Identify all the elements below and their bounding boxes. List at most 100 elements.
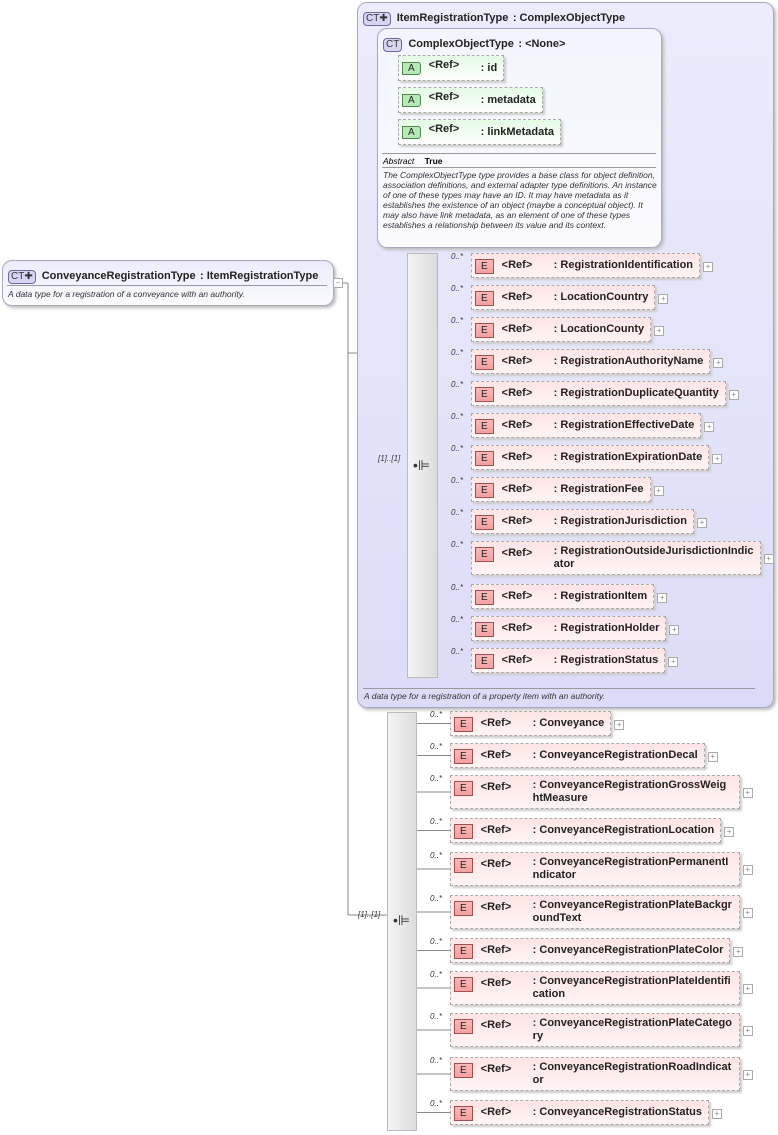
- element-item_elements-5[interactable]: E <Ref>: RegistrationEffectiveDate: [471, 413, 702, 438]
- item-sequence-compositor[interactable]: [407, 253, 438, 678]
- element-item_elements-10[interactable]: E <Ref>: RegistrationItem: [471, 584, 655, 609]
- element-item_elements-4[interactable]: E <Ref>: RegistrationDuplicateQuantity: [471, 381, 726, 406]
- sequence-cardinality: [1]..[1]: [378, 454, 401, 463]
- element-conveyance_elements-5[interactable]: E <Ref>: ConveyanceRegistrationPlateBackg…: [450, 895, 740, 929]
- element-ref: <Ref>: [480, 781, 512, 793]
- expand-icon[interactable]: +: [703, 261, 714, 272]
- expand-icon[interactable]: +: [742, 1026, 753, 1036]
- collapse-icon[interactable]: −: [333, 278, 343, 288]
- element-conveyance_elements-4[interactable]: E <Ref>: ConveyanceRegistrationPermanentI…: [450, 852, 740, 886]
- cardinality: 0..*: [430, 937, 443, 946]
- expand-icon[interactable]: +: [763, 554, 774, 564]
- complex-type-expanded-icon: CT✚: [363, 12, 391, 26]
- expand-icon[interactable]: +: [704, 421, 715, 432]
- element-icon: E: [454, 1106, 473, 1121]
- expand-icon[interactable]: +: [742, 1070, 753, 1080]
- attribute-ref: <Ref>: [428, 91, 460, 103]
- element-conveyance_elements-1[interactable]: E <Ref>: ConveyanceRegistrationDecal: [450, 743, 705, 768]
- element-ref: <Ref>: [501, 622, 533, 634]
- complex-type-expanded-icon: CT✚: [8, 270, 36, 284]
- element-icon: E: [475, 387, 494, 402]
- element-name: : ConveyanceRegistrationPlateCategory: [532, 1017, 732, 1042]
- element-ref: <Ref>: [501, 323, 533, 335]
- element-ref: <Ref>: [501, 590, 533, 602]
- element-conveyance_elements-2[interactable]: E <Ref>: ConveyanceRegistrationGrossWeigh…: [450, 775, 740, 809]
- element-ref: <Ref>: [480, 1063, 512, 1075]
- cardinality: 0..*: [430, 1012, 443, 1021]
- expand-icon[interactable]: +: [658, 293, 669, 304]
- expand-icon[interactable]: +: [712, 1108, 722, 1119]
- expand-icon[interactable]: +: [713, 357, 724, 368]
- element-item_elements-9[interactable]: E <Ref>: RegistrationOutsideJurisdictionI…: [471, 541, 761, 575]
- conveyance-registration-type-box[interactable]: CT✚ ConveyanceRegistrationType : ItemRegi…: [2, 260, 334, 306]
- element-item_elements-7[interactable]: E <Ref>: RegistrationFee: [471, 477, 651, 502]
- element-icon: E: [454, 781, 473, 796]
- type-description: A data type for a registration of a conv…: [8, 289, 245, 299]
- element-item_elements-1[interactable]: E <Ref>: LocationCountry: [471, 285, 656, 310]
- element-conveyance_elements-0[interactable]: E <Ref>: Conveyance: [450, 711, 612, 736]
- expand-icon[interactable]: +: [724, 826, 735, 837]
- type-description: The ComplexObjectType type provides a ba…: [383, 170, 657, 230]
- cardinality: 0..*: [430, 774, 443, 783]
- element-icon: E: [475, 622, 494, 637]
- element-item_elements-3[interactable]: E <Ref>: RegistrationAuthorityName: [471, 349, 711, 374]
- expand-icon[interactable]: +: [733, 946, 744, 957]
- type-base: : ComplexObjectType: [512, 12, 626, 24]
- element-item_elements-12[interactable]: E <Ref>: RegistrationStatus: [471, 648, 666, 673]
- cardinality: 0..*: [451, 647, 464, 656]
- element-name: : RegistrationStatus: [553, 654, 659, 666]
- element-icon: E: [475, 515, 494, 530]
- attribute-0[interactable]: A <Ref>: id: [398, 55, 505, 81]
- element-name: : ConveyanceRegistrationPermanentIndicat…: [532, 856, 729, 881]
- element-ref: <Ref>: [501, 451, 533, 463]
- attribute-1[interactable]: A <Ref>: metadata: [398, 87, 543, 113]
- element-ref: <Ref>: [480, 944, 512, 956]
- element-conveyance_elements-3[interactable]: E <Ref>: ConveyanceRegistrationLocation: [450, 818, 722, 843]
- expand-icon[interactable]: +: [668, 656, 679, 667]
- element-icon: E: [454, 824, 473, 839]
- expand-icon[interactable]: +: [654, 325, 665, 336]
- element-name: : LocationCounty: [553, 323, 645, 335]
- attribute-2[interactable]: A <Ref>: linkMetadata: [398, 119, 562, 145]
- expand-icon[interactable]: +: [742, 908, 753, 918]
- element-name: : ConveyanceRegistrationLocation: [532, 824, 715, 836]
- element-conveyance_elements-6[interactable]: E <Ref>: ConveyanceRegistrationPlateColor: [450, 938, 731, 963]
- element-icon: E: [454, 858, 473, 873]
- element-name: : ConveyanceRegistrationPlateBackgroundT…: [532, 899, 732, 924]
- element-conveyance_elements-7[interactable]: E <Ref>: ConveyanceRegistrationPlateIdent…: [450, 971, 740, 1005]
- element-item_elements-2[interactable]: E <Ref> : LocationCounty: [471, 317, 652, 342]
- cardinality: 0..*: [451, 412, 464, 421]
- expand-icon[interactable]: +: [653, 485, 664, 496]
- element-name: : RegistrationJurisdiction: [553, 515, 687, 527]
- cardinality: 0..*: [430, 742, 443, 751]
- element-conveyance_elements-9[interactable]: E <Ref>: ConveyanceRegistrationRoadIndica…: [450, 1057, 740, 1091]
- cardinality: 0..*: [451, 316, 464, 325]
- element-item_elements-11[interactable]: E <Ref>: RegistrationHolder: [471, 616, 667, 641]
- element-conveyance_elements-8[interactable]: E <Ref>: ConveyanceRegistrationPlateCateg…: [450, 1013, 740, 1047]
- expand-icon[interactable]: +: [728, 389, 739, 400]
- cardinality: 0..*: [451, 615, 464, 624]
- element-icon: E: [475, 323, 494, 338]
- element-ref: <Ref>: [501, 515, 533, 527]
- expand-icon[interactable]: +: [742, 788, 753, 798]
- expand-icon[interactable]: +: [669, 624, 680, 635]
- element-icon: E: [475, 291, 494, 306]
- sequence-cardinality: [1]..[1]: [358, 910, 381, 919]
- conveyance-sequence-compositor[interactable]: [387, 712, 417, 1131]
- expand-icon[interactable]: +: [657, 592, 668, 603]
- expand-icon[interactable]: +: [742, 984, 753, 994]
- element-name: : RegistrationDuplicateQuantity: [553, 387, 719, 399]
- expand-icon[interactable]: +: [696, 517, 707, 528]
- expand-icon[interactable]: +: [712, 453, 723, 464]
- attribute-icon: A: [402, 125, 421, 139]
- expand-icon[interactable]: +: [742, 865, 753, 875]
- element-icon: E: [475, 547, 494, 562]
- cardinality: 0..*: [430, 1099, 443, 1108]
- element-item_elements-6[interactable]: E <Ref>: RegistrationExpirationDate: [471, 445, 710, 470]
- attribute-name: : linkMetadata: [480, 126, 555, 138]
- element-conveyance_elements-10[interactable]: E <Ref>: ConveyanceRegistrationStatus: [450, 1100, 709, 1125]
- element-item_elements-0[interactable]: E <Ref>: RegistrationIdentification: [471, 253, 701, 278]
- expand-icon[interactable]: +: [614, 719, 625, 730]
- element-item_elements-8[interactable]: E <Ref> : RegistrationJurisdiction: [471, 509, 694, 534]
- expand-icon[interactable]: +: [707, 751, 718, 762]
